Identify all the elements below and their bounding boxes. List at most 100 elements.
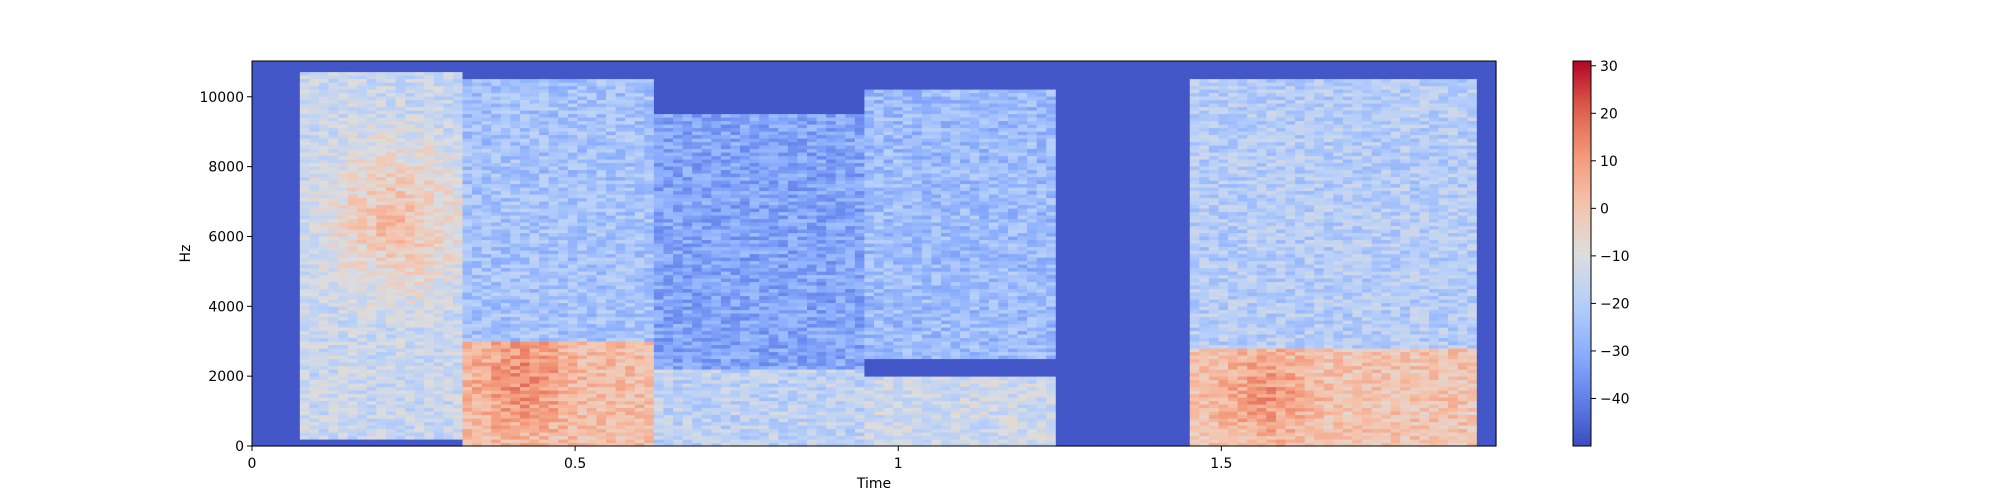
spectrogram-cell	[299, 400, 311, 405]
spectrogram-cell	[309, 376, 320, 381]
spectrogram-cell	[309, 432, 320, 437]
spectrogram-cell	[405, 285, 416, 290]
spectrogram-cell	[558, 141, 569, 146]
spectrogram-cell	[500, 260, 511, 265]
spectrogram-cell	[510, 194, 521, 199]
spectrogram-cell	[452, 218, 464, 223]
spectrogram-cell	[357, 197, 368, 202]
spectrogram-cell	[548, 169, 559, 174]
spectrogram-cell	[443, 253, 454, 258]
spectrogram-cell	[625, 404, 636, 409]
spectrogram-cell	[452, 372, 464, 377]
spectrogram-cell	[682, 358, 693, 363]
spectrogram-cell	[338, 75, 349, 80]
spectrogram-cell	[405, 169, 416, 174]
spectrogram-cell	[290, 124, 301, 129]
spectrogram-cell	[280, 236, 291, 241]
spectrogram-cell	[596, 218, 607, 223]
spectrogram-cell	[414, 435, 425, 440]
spectrogram-cell	[625, 274, 636, 279]
spectrogram-cell	[519, 103, 531, 108]
spectrogram-cell	[366, 358, 377, 363]
spectrogram-cell	[280, 229, 291, 234]
spectrogram-cell	[606, 92, 617, 97]
spectrogram-cell	[366, 330, 377, 335]
spectrogram-cell	[395, 327, 406, 332]
spectrogram-cell	[271, 61, 282, 66]
spectrogram-cell	[280, 141, 291, 146]
spectrogram-cell	[472, 113, 483, 118]
spectrogram-cell	[357, 61, 368, 66]
spectrogram-cell	[634, 236, 645, 241]
spectrogram-cell	[491, 250, 502, 255]
spectrogram-cell	[318, 253, 330, 258]
spectrogram-cell	[491, 306, 502, 311]
spectrogram-cell	[414, 274, 425, 279]
spectrogram-cell	[548, 376, 559, 381]
spectrogram-cell	[261, 117, 272, 122]
spectrogram-cell	[586, 232, 598, 237]
spectrogram-cell	[529, 372, 540, 377]
spectrogram-cell	[529, 218, 540, 223]
spectrogram-cell	[328, 432, 339, 437]
spectrogram-cell	[280, 127, 291, 132]
spectrogram-cell	[481, 215, 492, 220]
spectrogram-cell	[366, 68, 377, 73]
spectrogram-cell	[433, 89, 444, 94]
spectrogram-cell	[663, 365, 674, 370]
spectrogram-cell	[558, 82, 569, 87]
spectrogram-cell	[586, 320, 598, 325]
spectrogram-cell	[539, 183, 550, 188]
spectrogram-cell	[577, 85, 588, 90]
spectrogram-cell	[548, 442, 559, 447]
spectrogram-cell	[625, 271, 636, 276]
spectrogram-cell	[328, 397, 339, 402]
spectrogram-cell	[366, 344, 377, 349]
spectrogram-cell	[299, 183, 311, 188]
spectrogram-cell	[567, 232, 578, 237]
spectrogram-cell	[625, 376, 636, 381]
spectrogram-cell	[634, 383, 645, 388]
spectrogram-cell	[328, 89, 339, 94]
spectrogram-cell	[644, 414, 655, 419]
spectrogram-cell	[405, 397, 416, 402]
spectrogram-cell	[452, 295, 464, 300]
spectrogram-cell	[606, 379, 617, 384]
spectrogram-cell	[491, 155, 502, 160]
spectrogram-cell	[673, 372, 684, 377]
spectrogram-cell	[347, 211, 358, 216]
spectrogram-cell	[472, 313, 483, 318]
spectrogram-cell	[577, 194, 588, 199]
spectrogram-cell	[586, 260, 598, 265]
spectrogram-cell	[433, 92, 444, 97]
spectrogram-cell	[366, 320, 377, 325]
spectrogram-cell	[338, 425, 349, 430]
spectrogram-cell	[376, 281, 387, 286]
spectrogram-cell	[299, 355, 311, 360]
spectrogram-cell	[271, 421, 282, 426]
spectrogram-cell	[577, 285, 588, 290]
spectrogram-cell	[653, 257, 665, 262]
spectrogram-cell	[347, 232, 358, 237]
spectrogram-cell	[366, 141, 377, 146]
spectrogram-cell	[280, 425, 291, 430]
spectrogram-cell	[462, 180, 473, 185]
spectrogram-cell	[491, 141, 502, 146]
spectrogram-cell	[567, 169, 578, 174]
spectrogram-cell	[318, 271, 330, 276]
spectrogram-cell	[577, 425, 588, 430]
spectrogram-cell	[625, 369, 636, 374]
spectrogram-cell	[548, 302, 559, 307]
spectrogram-cell	[271, 442, 282, 447]
spectrogram-cell	[328, 376, 339, 381]
spectrogram-cell	[395, 302, 406, 307]
spectrogram-cell	[673, 82, 684, 87]
spectrogram-cell	[376, 99, 387, 104]
spectrogram-cell	[452, 313, 464, 318]
spectrogram-cell	[452, 239, 464, 244]
spectrogram-cell	[261, 421, 272, 426]
spectrogram-cell	[472, 393, 483, 398]
spectrogram-cell	[510, 61, 521, 66]
spectrogram-cell	[395, 439, 406, 444]
spectrogram-cell	[338, 351, 349, 356]
